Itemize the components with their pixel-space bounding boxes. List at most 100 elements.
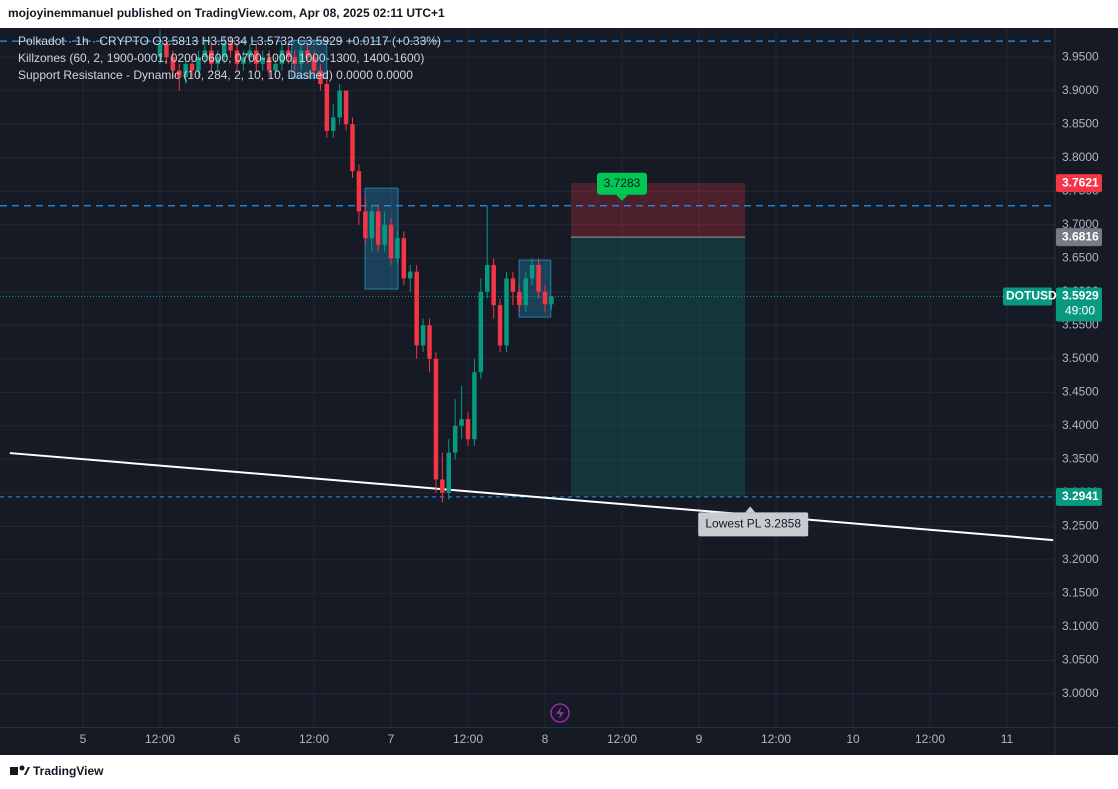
candle-body (286, 50, 291, 58)
candle-body (536, 264, 541, 292)
level-badge-label: 3.7283 (604, 176, 641, 190)
symbol-label: DOTUSD (1006, 289, 1057, 303)
candle-body (510, 278, 516, 292)
candle-body (523, 278, 528, 306)
y-tick-label: 3.5000 (1062, 351, 1099, 365)
legend-line: Support Resistance - Dynamic (10, 284, 2… (18, 68, 413, 82)
candle-body (337, 90, 342, 118)
target-zone (570, 237, 746, 497)
candle-body (440, 479, 445, 493)
x-tick-label: 9 (696, 732, 703, 746)
candle-body (529, 264, 535, 279)
candle-body (395, 238, 400, 259)
y-tick-label: 3.2000 (1062, 552, 1099, 566)
price-badge-label: 3.5929 (1062, 289, 1099, 303)
price-badge-label: 3.6816 (1062, 229, 1099, 243)
candle-body (414, 271, 419, 346)
price-badge (1056, 228, 1102, 247)
header: mojoyinemmanuel published on TradingView… (8, 6, 445, 20)
x-tick-label: 12:00 (299, 732, 329, 746)
x-tick-label: 12:00 (453, 732, 483, 746)
y-tick-label: 3.8000 (1062, 150, 1099, 164)
alert-icon (550, 703, 570, 723)
candle-body (401, 238, 407, 279)
y-tick-label: 3.4000 (1062, 418, 1099, 432)
x-tick-label: 8 (542, 732, 549, 746)
price-badge (1056, 174, 1102, 193)
candle-body (177, 70, 182, 78)
candle-body (504, 278, 509, 346)
countdown: 49:00 (1065, 304, 1095, 318)
x-tick-label: 12:00 (145, 732, 175, 746)
y-tick-label: 3.4500 (1062, 385, 1099, 399)
candle-body (427, 325, 432, 359)
candle-body (170, 57, 176, 71)
y-tick-label: 3.1000 (1062, 619, 1099, 633)
annotation-label: Lowest PL 3.2858 (705, 517, 801, 531)
price-badge (1056, 287, 1102, 322)
candle-body (497, 305, 503, 346)
candle-body (266, 57, 272, 71)
candle-body (164, 43, 169, 58)
trend-line (9, 452, 1054, 542)
candle-body (350, 124, 355, 172)
candle-body (517, 291, 522, 306)
candle-body (221, 43, 227, 58)
level-badge-pointer (616, 194, 628, 201)
candle-body (292, 57, 297, 64)
candle-body (196, 57, 201, 71)
candle-body (202, 50, 208, 58)
y-tick-label: 3.0000 (1062, 686, 1099, 700)
candle-body (491, 264, 496, 306)
y-tick-label: 3.7000 (1062, 217, 1099, 231)
candle-body (324, 83, 330, 131)
candle-body (408, 271, 413, 279)
candle-body (215, 57, 220, 64)
candle-body (273, 63, 278, 71)
x-tick-label: 6 (234, 732, 241, 746)
candle-body (485, 264, 490, 292)
legend-line: Killzones (60, 2, 1900-0001, 0200-0600, … (18, 51, 424, 65)
y-tick-label: 3.8500 (1062, 116, 1099, 130)
footer-logo (10, 765, 30, 775)
candle-body (375, 211, 381, 245)
price-badge-label: 3.2941 (1062, 489, 1099, 503)
candle-body (465, 419, 471, 440)
candle-body (311, 57, 317, 71)
candle-body (356, 171, 362, 212)
candle-body (183, 63, 188, 78)
candle-body (420, 325, 426, 346)
candle-body (189, 63, 195, 71)
y-tick-label: 3.3500 (1062, 452, 1099, 466)
legend-line: Polkadot · 1h · CRYPTO O3.5813 H3.5934 L… (18, 34, 441, 48)
candle-body (472, 372, 477, 440)
price-badge (1056, 487, 1102, 506)
level-badge (597, 172, 647, 195)
candle-body (279, 50, 285, 64)
candle-body (209, 50, 214, 64)
footer: TradingView (33, 764, 104, 778)
price-badge-label: 3.7621 (1062, 175, 1099, 189)
candle-body (260, 57, 265, 64)
candle-body (305, 50, 310, 58)
candle-body (343, 90, 349, 125)
chart-background (0, 28, 1118, 755)
candle-body (157, 43, 163, 58)
y-tick-label: 3.2500 (1062, 519, 1099, 533)
candle-body (241, 57, 246, 64)
symbol-badge (1003, 287, 1052, 306)
candle-body (254, 50, 259, 64)
candle-body (369, 211, 374, 239)
annotation-pointer (745, 506, 756, 513)
candle-body (331, 117, 336, 131)
candle-body (542, 291, 548, 305)
candle-body (318, 70, 323, 84)
x-tick-label: 5 (80, 732, 87, 746)
x-tick-label: 7 (388, 732, 395, 746)
candle-body (382, 224, 387, 245)
x-tick-label: 12:00 (915, 732, 945, 746)
candle-body (247, 50, 253, 58)
x-tick-label: 12:00 (761, 732, 791, 746)
